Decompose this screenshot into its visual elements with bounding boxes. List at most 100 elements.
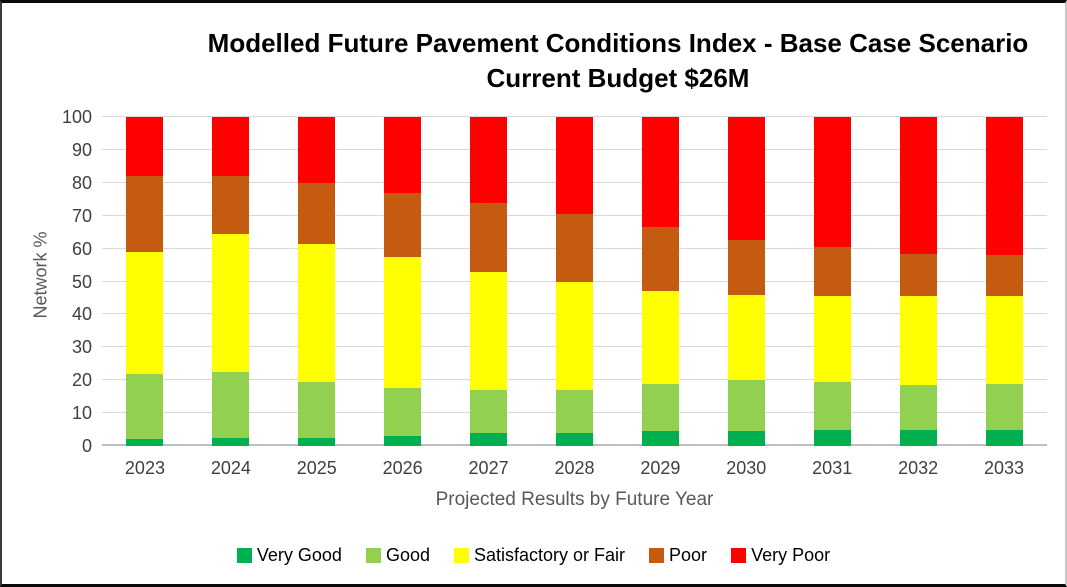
bar-segment: [212, 233, 250, 372]
bar-segment: [298, 381, 336, 438]
legend-label: Very Good: [256, 545, 342, 565]
bar-segment: [899, 253, 937, 297]
x-tick-label: 2023: [124, 458, 165, 478]
bar-2030: [727, 117, 765, 446]
bar-segment: [985, 429, 1023, 446]
bar-segment: [727, 380, 765, 432]
bar-segment: [813, 296, 851, 382]
bar-segment: [985, 117, 1023, 256]
legend-swatch-icon: [453, 548, 469, 563]
x-tick-label: 2025: [296, 458, 337, 478]
bar-segment: [641, 227, 679, 292]
bar-2033: [985, 117, 1023, 446]
bar-2032: [899, 117, 937, 446]
legend-label: Very Poor: [751, 545, 831, 565]
bar-segment: [126, 373, 164, 440]
y-tick-label: 80: [71, 172, 92, 193]
bar-segment: [470, 202, 508, 272]
bar-2029: [641, 117, 679, 446]
legend: Very Good Good Satisfactory or Fair Poor Ver…: [2, 545, 1065, 566]
y-tick-label: 40: [71, 304, 92, 325]
legend-label: Good: [385, 545, 430, 565]
bar-2028: [555, 117, 593, 446]
chart-title-line1: Modelled Future Pavement Conditions Inde…: [207, 28, 1029, 58]
bar-segment: [727, 294, 765, 381]
y-tick-label: 70: [71, 205, 92, 226]
bar-segment: [813, 246, 851, 297]
bar-segment: [555, 390, 593, 433]
bar-segment: [641, 117, 679, 228]
bar-segment: [212, 371, 250, 438]
legend-item: Satisfactory or Fair: [453, 545, 626, 566]
x-tick-label: 2031: [812, 458, 853, 478]
bar-segment: [985, 296, 1023, 384]
y-tick-label: 100: [61, 107, 92, 127]
x-tick-label: 2029: [640, 458, 681, 478]
x-tick-label: 2024: [210, 458, 251, 478]
y-tick-label: 30: [71, 337, 92, 358]
legend-label: Poor: [669, 545, 708, 565]
x-axis-labels: 2023 2024 2025 2026 2027 2028 2029 2030 2031 2032…: [102, 458, 1047, 479]
bars-container: [102, 117, 1047, 446]
chart-title-line2: Current Budget $26M: [486, 63, 750, 93]
x-axis-title: Projected Results by Future Year: [435, 489, 714, 510]
bar-segment: [641, 431, 679, 446]
bar-segment: [298, 182, 336, 244]
chart-title: Modelled Future Pavement Conditions Inde…: [167, 26, 1065, 96]
legend-item: Very Poor: [731, 545, 830, 566]
x-tick-label: 2026: [382, 458, 423, 478]
bar-segment: [470, 271, 508, 391]
y-tick-label: 60: [71, 238, 92, 259]
bar-2026: [384, 117, 422, 446]
bar-segment: [212, 437, 250, 446]
bar-segment: [555, 281, 593, 391]
bar-2031: [813, 117, 851, 446]
bar-segment: [555, 117, 593, 215]
bar-segment: [985, 255, 1023, 297]
bar-segment: [555, 432, 593, 446]
bar-segment: [727, 240, 765, 295]
bar-segment: [298, 243, 336, 382]
legend-swatch-icon: [365, 548, 381, 563]
bar-segment: [298, 117, 336, 183]
legend-swatch-icon: [731, 548, 747, 563]
bar-segment: [384, 436, 422, 446]
bar-segment: [985, 383, 1023, 430]
bar-segment: [470, 390, 508, 433]
bar-segment: [470, 432, 508, 446]
bar-segment: [384, 192, 422, 257]
bar-2027: [470, 117, 508, 446]
bar-segment: [899, 117, 937, 254]
bar-segment: [126, 439, 164, 446]
bar-segment: [813, 429, 851, 446]
legend-label: Satisfactory or Fair: [473, 545, 626, 565]
bar-segment: [298, 437, 336, 446]
bar-segment: [813, 117, 851, 247]
bar-segment: [126, 251, 164, 374]
bar-2025: [298, 117, 336, 446]
bar-2024: [212, 117, 250, 446]
bar-segment: [470, 117, 508, 203]
bar-segment: [899, 429, 937, 446]
bar-segment: [126, 117, 164, 177]
x-tick-label: 2033: [983, 458, 1025, 478]
bar-segment: [384, 256, 422, 389]
bar-segment: [212, 117, 250, 177]
y-tick-label: 10: [71, 403, 92, 424]
bar-segment: [384, 388, 422, 437]
y-tick-label: 0: [81, 436, 92, 456]
x-tick-label: 2030: [726, 458, 767, 478]
legend-swatch-icon: [649, 548, 665, 563]
gridline: [102, 116, 1047, 117]
y-tick-label: 90: [71, 139, 92, 160]
y-tick-label: 20: [71, 370, 92, 391]
bar-segment: [641, 291, 679, 384]
legend-item: Good: [365, 545, 430, 566]
bar-segment: [641, 383, 679, 432]
x-tick-label: 2027: [468, 458, 509, 478]
bar-segment: [899, 296, 937, 386]
bar-segment: [555, 214, 593, 282]
legend-item: Very Good: [236, 545, 342, 566]
bar-segment: [126, 176, 164, 252]
